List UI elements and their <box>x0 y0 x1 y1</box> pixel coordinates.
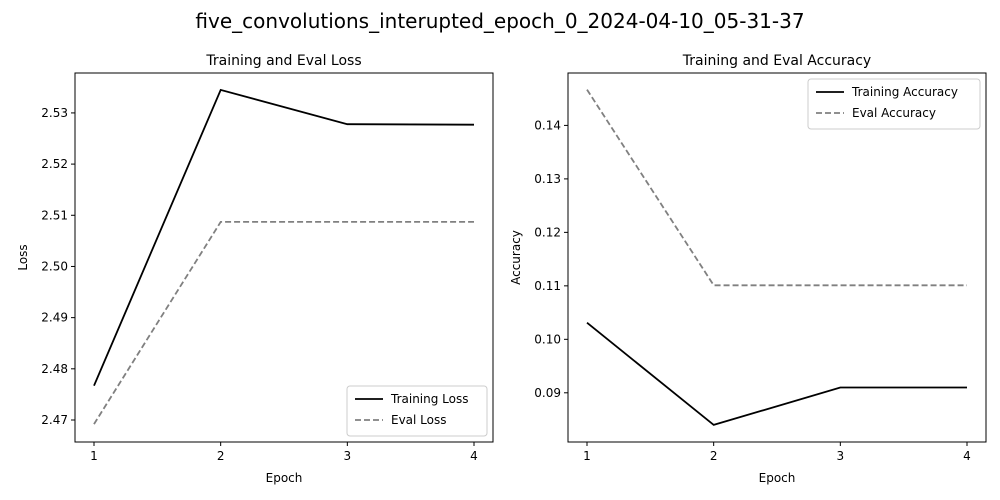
y-tick-label: 0.13 <box>534 172 561 186</box>
x-tick-label: 1 <box>583 449 591 463</box>
y-tick-label: 2.48 <box>41 362 68 376</box>
legend-label: Eval Accuracy <box>852 106 936 120</box>
y-tick-label: 2.47 <box>41 413 68 427</box>
series-line-eval-accuracy <box>586 89 967 287</box>
y-tick-label: 0.14 <box>534 118 561 132</box>
series-line-eval-loss <box>93 220 474 425</box>
legend-label: Training Loss <box>390 392 468 406</box>
x-tick-label: 3 <box>837 449 845 463</box>
legend-box <box>807 78 981 130</box>
figure-title: five_convolutions_interupted_epoch_0_202… <box>195 9 804 33</box>
y-tick-label: 2.52 <box>41 157 68 171</box>
legend-label: Training Accuracy <box>851 85 958 99</box>
y-tick-label: 0.12 <box>534 225 561 239</box>
y-axis-label: Loss <box>16 244 30 270</box>
loss-chart: Training and Eval Loss 1 2 3 4 2.47 2.48 2.49 2.… <box>16 53 494 485</box>
x-tick-label: 4 <box>963 449 971 463</box>
y-tick-label: 0.11 <box>534 279 561 293</box>
loss-axes-frame <box>74 72 494 443</box>
chart-legend: Training Accuracy Eval Accuracy <box>807 78 981 130</box>
series-line-training-loss <box>93 88 475 387</box>
y-tick-label: 2.50 <box>41 259 68 273</box>
x-axis-label: Epoch <box>266 471 303 485</box>
accuracy-chart-title: Training and Eval Accuracy <box>682 53 871 69</box>
x-tick-label: 2 <box>217 449 225 463</box>
y-tick-label: 0.10 <box>534 332 561 346</box>
x-tick-label: 4 <box>470 449 478 463</box>
accuracy-axes-frame <box>567 72 987 443</box>
legend-label: Eval Loss <box>391 413 447 427</box>
series-line-training-accuracy <box>586 321 967 426</box>
loss-chart-title: Training and Eval Loss <box>205 53 361 69</box>
x-tick-label: 2 <box>710 449 718 463</box>
accuracy-chart: Training and Eval Accuracy 1 2 3 4 0.09 0.10 0.… <box>509 53 987 485</box>
chart-legend: Training Loss Eval Loss <box>346 385 488 437</box>
x-tick-label: 1 <box>90 449 98 463</box>
x-axis-label: Epoch <box>759 471 796 485</box>
y-tick-label: 0.09 <box>534 386 561 400</box>
y-tick-label: 2.51 <box>41 208 68 222</box>
y-tick-label: 2.49 <box>41 311 68 325</box>
y-axis-label: Accuracy <box>509 230 523 285</box>
y-tick-label: 2.53 <box>41 106 68 120</box>
x-tick-label: 3 <box>344 449 352 463</box>
